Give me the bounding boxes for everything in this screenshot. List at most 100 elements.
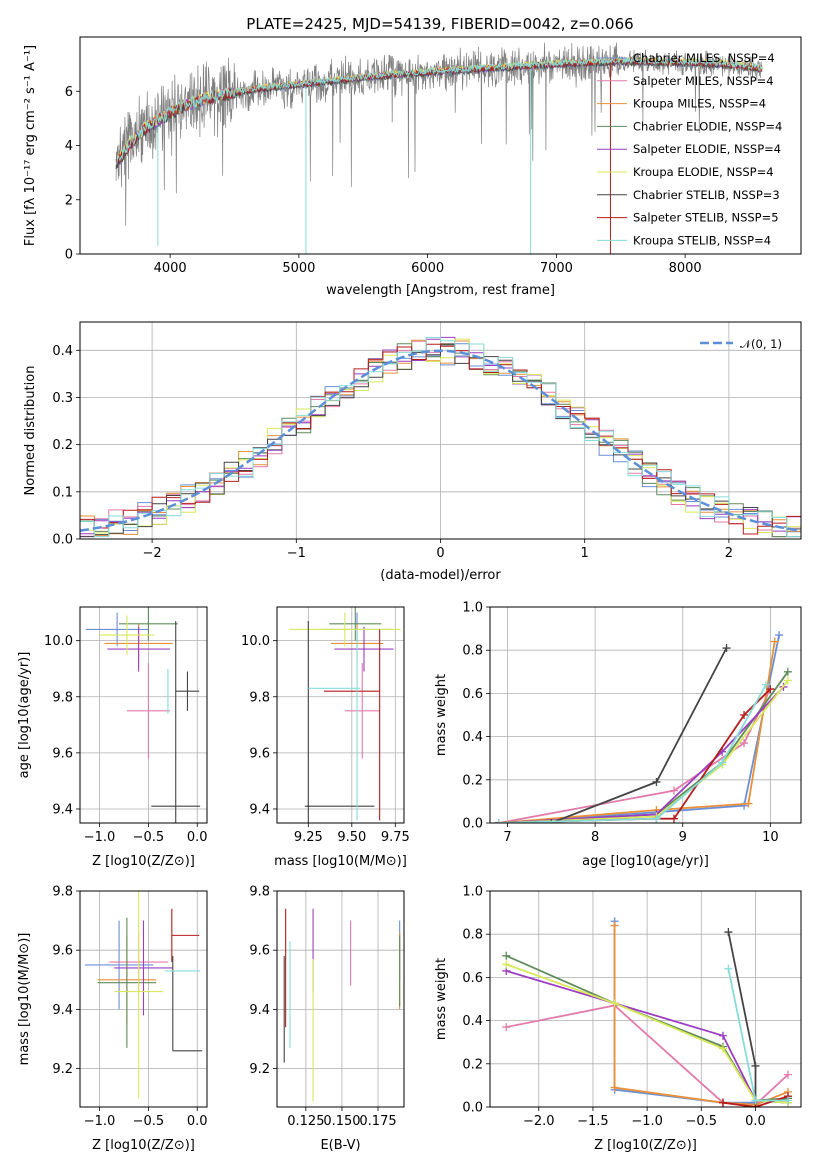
legend-label: Salpeter ELODIE, NSSP=4 [633,142,781,156]
axes-frame [79,890,208,1108]
axes-frame [276,890,405,1108]
y-tick-label: 0.4 [462,1014,483,1029]
y-axis-label: age [log10(age/yr)] [17,652,32,779]
weight-marker [751,1061,760,1070]
x-tick-label: 4000 [154,261,187,276]
x-tick-label: −0.5 [133,830,165,845]
x-axis-label: age [log10(age/yr)] [582,854,709,869]
weight-marker [669,814,678,823]
y-tick-label: 9.4 [249,802,270,817]
y-tick-label: 0.4 [52,344,73,359]
weight-marker [547,819,556,823]
weight-line-salpeter-elodie [498,686,785,823]
legend-label: Kroupa ELODIE, NSSP=4 [633,165,774,179]
y-tick-label: 4 [65,139,73,154]
x-tick-label: 9.50 [337,830,366,845]
x-tick-label: 8 [591,830,599,845]
x-tick-label: 6000 [411,261,444,276]
weight-marker [652,777,661,786]
x-tick-label: −1.0 [84,830,116,845]
y-tick-label: 9.8 [52,885,73,900]
y-tick-label: 0.0 [462,1101,483,1116]
y-tick-label: 0.2 [52,438,73,453]
y-tick-label: 10.0 [241,634,270,649]
x-tick-label: 10 [762,830,779,845]
y-tick-label: 9.8 [52,690,73,705]
weight-marker [502,951,511,960]
x-tick-label: −0.5 [133,1114,165,1129]
residual-hist-kroupa-elodie [80,338,801,534]
x-tick-label: −0.5 [686,1114,718,1129]
axes-frame [79,36,802,255]
weight-marker [502,960,511,969]
x-tick-label: 0 [436,546,444,561]
y-tick-label: 9.4 [52,1003,73,1018]
y-axis-label: mass weight [434,674,449,756]
x-axis-label: wavelength [Angstrom, rest frame] [326,283,555,298]
x-tick-label: −2.0 [523,1114,555,1129]
x-axis-label: Z [log10(Z/Z⊙)] [92,854,195,869]
spectrum-legend: Chabrier MILES, NSSP=4 Salpeter MILES, NS… [597,51,782,247]
plot-area [84,891,203,1099]
y-tick-label: 0.6 [462,971,483,986]
spectrum-panel: 4000 5000 6000 7000 8000 0 2 4 6 wavelength [Angs… [23,36,802,298]
y-tick-label: 9.6 [249,944,270,959]
plot-area [494,631,792,823]
y-tick-label: 9.6 [249,746,270,761]
weight-marker [502,1023,511,1032]
y-tick-label: 0.1 [52,485,73,500]
x-tick-label: −1.0 [84,1114,116,1129]
x-axis-label: E(B-V) [320,1138,360,1153]
y-tick-label: 1.0 [462,885,483,900]
legend-label: Chabrier MILES, NSSP=4 [633,51,775,65]
x-tick-label: −1.0 [631,1114,663,1129]
mass-weight-vs-metallicity-panel: −2.0 −1.5 −1.0 −0.5 0.0 0.0 0.2 0.4 0.6 0.8 1.0 Z [… [434,885,802,1153]
y-tick-label: 0 [65,248,73,263]
legend-label: Salpeter STELIB, NSSP=5 [633,211,779,225]
x-tick-label: 0.125 [287,1114,324,1129]
weight-marker [766,685,775,694]
x-tick-label: 0.175 [359,1114,396,1129]
y-tick-label: 0.4 [462,730,483,745]
axes-frame [79,321,802,540]
legend-label: Kroupa MILES, NSSP=4 [633,97,766,111]
x-axis-label: (data-model)/error [380,568,501,583]
legend-label: Chabrier ELODIE, NSSP=4 [633,119,782,133]
axes-frame [79,606,208,824]
x-tick-label: 0.0 [745,1114,766,1129]
legend-label: Chabrier STELIB, NSSP=3 [633,188,780,202]
weight-marker [718,1098,727,1107]
figure-title: PLATE=2425, MJD=54139, FIBERID=0042, z=0… [246,15,633,33]
weight-marker [740,739,749,748]
weight-marker [775,631,784,640]
x-axis-label: mass [log10(M/M⊙)] [274,854,407,869]
weight-marker [669,786,678,795]
model-spectrum-kroupa-stelib [115,56,763,165]
y-tick-label: 0.0 [52,533,73,548]
weight-marker [652,814,661,823]
x-tick-label: 5000 [282,261,315,276]
x-tick-label: −1 [287,546,306,561]
y-tick-label: 0.0 [462,817,483,832]
y-tick-label: 9.8 [249,690,270,705]
normal-curve [80,349,801,532]
legend-label: Kroupa STELIB, NSSP=4 [633,233,771,247]
legend-label: 𝒩(0, 1) [740,337,782,351]
y-tick-label: 6 [65,85,73,100]
y-tick-label: 2 [65,193,73,208]
weight-marker [783,676,792,685]
plot-area [283,908,401,1102]
y-tick-label: 9.2 [249,1062,270,1077]
age-vs-metallicity-panel: −1.0 −0.5 0.0 9.4 9.6 9.8 10.0 Z [log10(Z/Z⊙)] a… [17,606,208,869]
x-axis-label: Z [log10(Z/Z⊙)] [92,1138,195,1153]
weight-marker [610,999,619,1008]
weight-marker [722,644,731,653]
residual-hist-kroupa-stelib [80,337,801,538]
y-tick-label: 0.8 [462,644,483,659]
legend-label: Salpeter MILES, NSSP=4 [633,74,774,88]
x-tick-label: −2 [143,546,162,561]
y-tick-label: 9.4 [249,1003,270,1018]
weight-marker [783,1096,792,1105]
weight-line-kroupa-miles [498,641,776,823]
